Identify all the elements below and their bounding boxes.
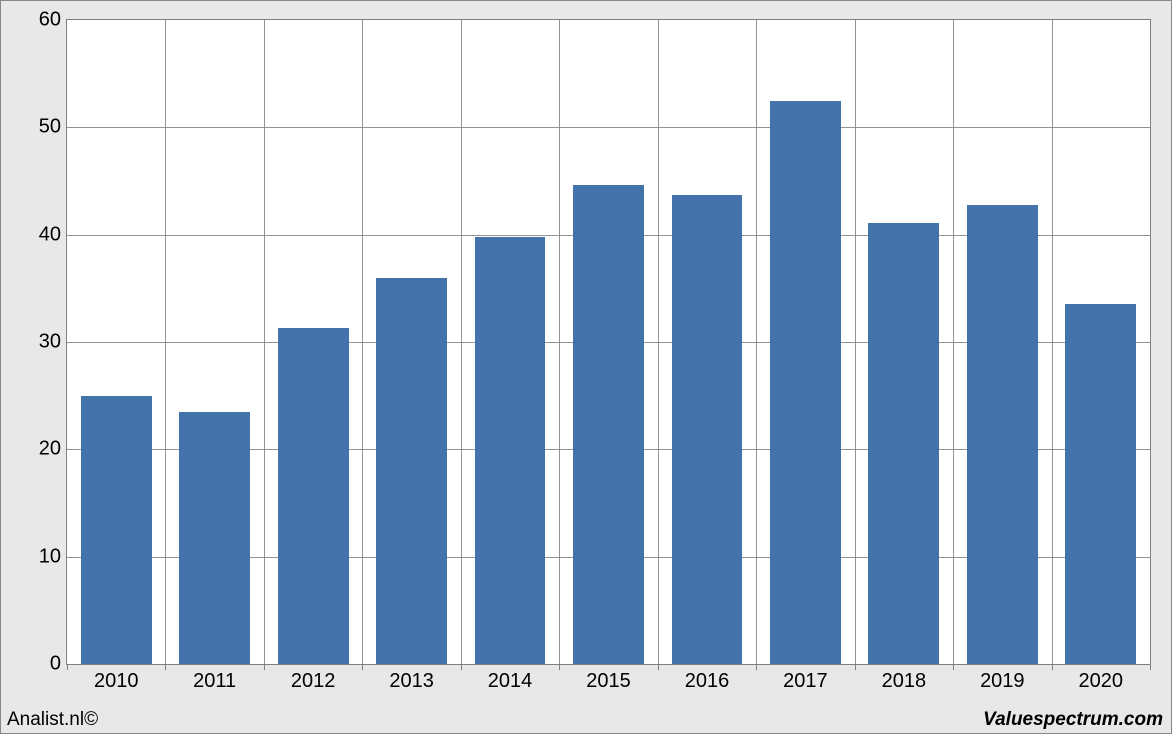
footer-right: Valuespectrum.com bbox=[983, 709, 1163, 731]
y-axis-label: 30 bbox=[39, 331, 61, 354]
bar bbox=[1065, 304, 1136, 664]
bar bbox=[770, 101, 841, 665]
y-axis-label: 20 bbox=[39, 438, 61, 461]
bar bbox=[475, 237, 546, 664]
gridline-vertical bbox=[264, 20, 265, 664]
bar bbox=[573, 185, 644, 664]
gridline-vertical bbox=[559, 20, 560, 664]
bar bbox=[179, 412, 250, 664]
gridline-vertical bbox=[658, 20, 659, 664]
x-tick bbox=[264, 664, 265, 670]
y-axis-label: 0 bbox=[50, 653, 61, 676]
gridline-horizontal bbox=[67, 127, 1150, 128]
gridline-vertical bbox=[855, 20, 856, 664]
y-axis-label: 40 bbox=[39, 223, 61, 246]
bar bbox=[278, 328, 349, 664]
x-tick bbox=[855, 664, 856, 670]
gridline-vertical bbox=[362, 20, 363, 664]
plot-area: 0102030405060201020112012201320142015201… bbox=[66, 19, 1151, 665]
x-tick bbox=[362, 664, 363, 670]
bar bbox=[868, 223, 939, 664]
x-tick bbox=[1150, 664, 1151, 670]
gridline-vertical bbox=[165, 20, 166, 664]
x-axis-label: 2010 bbox=[94, 670, 139, 693]
x-axis-label: 2012 bbox=[291, 670, 336, 693]
bar bbox=[967, 205, 1038, 664]
x-axis-label: 2011 bbox=[193, 670, 236, 693]
gridline-vertical bbox=[1052, 20, 1053, 664]
footer-left: Analist.nl© bbox=[7, 709, 98, 731]
y-axis-label: 50 bbox=[39, 116, 61, 139]
x-axis-label: 2020 bbox=[1079, 670, 1124, 693]
x-axis-label: 2017 bbox=[783, 670, 828, 693]
x-tick bbox=[67, 664, 68, 670]
x-tick bbox=[953, 664, 954, 670]
x-axis-label: 2019 bbox=[980, 670, 1025, 693]
gridline-vertical bbox=[461, 20, 462, 664]
gridline-vertical bbox=[953, 20, 954, 664]
chart-container: 0 10 20 30 40 50 60 2010 2011 2012 2013 2014 2015 201… bbox=[0, 0, 1172, 734]
x-tick bbox=[461, 664, 462, 670]
bar bbox=[376, 278, 447, 664]
x-axis-label: 2014 bbox=[488, 670, 533, 693]
x-tick bbox=[658, 664, 659, 670]
y-axis-label: 10 bbox=[39, 545, 61, 568]
x-axis-label: 2015 bbox=[586, 670, 631, 693]
y-axis-label: 60 bbox=[39, 9, 61, 32]
x-tick bbox=[165, 664, 166, 670]
x-tick bbox=[1052, 664, 1053, 670]
gridline-vertical bbox=[756, 20, 757, 664]
bar bbox=[81, 396, 152, 664]
bar bbox=[672, 195, 743, 664]
x-axis-label: 2016 bbox=[685, 670, 730, 693]
x-tick bbox=[559, 664, 560, 670]
x-axis-label: 2018 bbox=[882, 670, 927, 693]
x-tick bbox=[756, 664, 757, 670]
x-axis-label: 2013 bbox=[389, 670, 434, 693]
plot-wrap: 0 10 20 30 40 50 60 2010 2011 2012 2013 2014 2015 201… bbox=[11, 9, 1161, 705]
